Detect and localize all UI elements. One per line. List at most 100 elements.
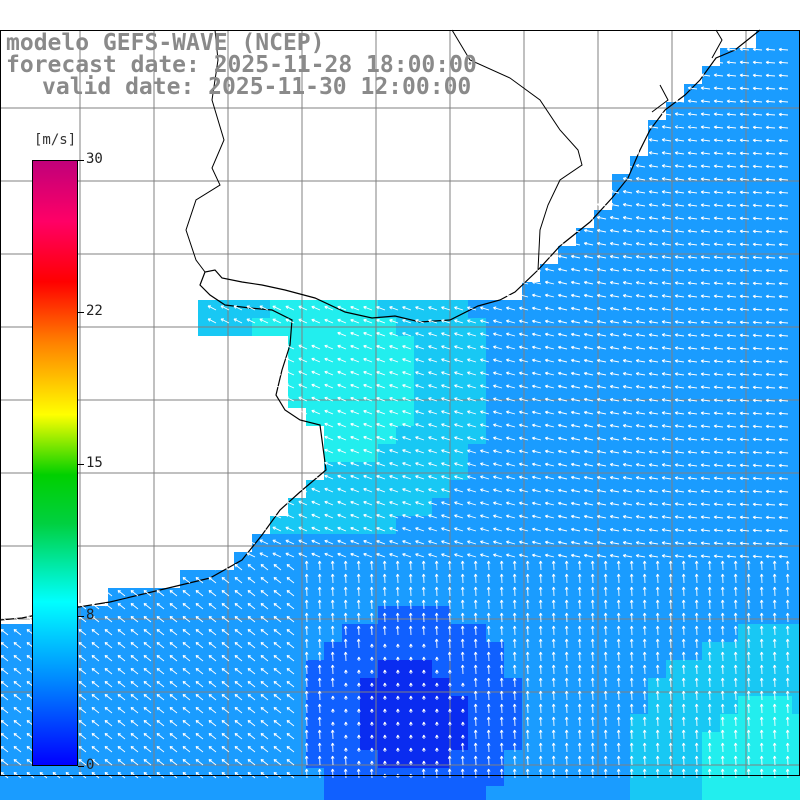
wind-arrow bbox=[531, 436, 542, 441]
field-cell bbox=[432, 642, 450, 660]
field-cell bbox=[666, 462, 684, 480]
wind-arrow bbox=[499, 625, 504, 636]
wind-arrow bbox=[396, 682, 400, 688]
field-cell bbox=[756, 462, 774, 480]
wind-arrow bbox=[583, 358, 594, 363]
wind-arrow bbox=[376, 461, 386, 467]
field-cell bbox=[180, 624, 198, 642]
field-cell bbox=[198, 642, 216, 660]
wind-arrow bbox=[208, 589, 217, 597]
wind-arrow bbox=[286, 654, 295, 662]
field-cell bbox=[342, 300, 360, 318]
wind-arrow bbox=[104, 745, 113, 753]
wind-arrow bbox=[648, 203, 659, 207]
wind-arrow bbox=[428, 449, 438, 454]
wind-arrow bbox=[733, 755, 738, 766]
wind-arrow bbox=[337, 422, 347, 428]
wind-arrow bbox=[752, 138, 763, 143]
wind-arrow bbox=[713, 307, 724, 312]
wind-arrow bbox=[570, 332, 581, 337]
field-cell bbox=[432, 678, 450, 696]
wind-arrow bbox=[454, 332, 464, 337]
field-cell bbox=[612, 246, 630, 264]
wind-arrow bbox=[195, 745, 204, 753]
wind-arrow bbox=[583, 527, 594, 532]
field-cell bbox=[792, 444, 800, 462]
wind-arrow bbox=[156, 732, 165, 740]
wind-arrow bbox=[273, 693, 282, 701]
wind-arrow bbox=[661, 151, 672, 155]
wind-arrow bbox=[739, 398, 750, 403]
field-cell bbox=[702, 210, 720, 228]
field-cell bbox=[252, 552, 270, 570]
field-cell bbox=[468, 624, 486, 642]
wind-arrow bbox=[635, 437, 646, 441]
wind-arrow bbox=[674, 398, 685, 402]
wind-arrow bbox=[156, 667, 165, 675]
wind-arrow bbox=[298, 513, 308, 519]
wind-arrow bbox=[668, 716, 673, 727]
wind-arrow bbox=[752, 125, 763, 130]
field-cell bbox=[756, 750, 774, 768]
wind-arrow bbox=[221, 693, 230, 701]
wind-arrow bbox=[590, 742, 595, 753]
wind-arrow bbox=[441, 501, 451, 506]
field-cell bbox=[630, 462, 648, 480]
field-cell bbox=[792, 408, 800, 426]
field-cell bbox=[666, 696, 684, 714]
wind-arrow bbox=[603, 716, 608, 727]
field-cell bbox=[450, 372, 468, 390]
field-cell bbox=[234, 768, 252, 786]
wind-arrow bbox=[733, 599, 738, 610]
wind-arrow bbox=[531, 384, 542, 389]
wind-arrow bbox=[396, 760, 400, 766]
wind-arrow bbox=[454, 514, 464, 519]
wind-arrow bbox=[739, 294, 750, 299]
wind-arrow bbox=[596, 423, 607, 428]
wind-arrow bbox=[182, 758, 191, 766]
field-cell bbox=[576, 570, 594, 588]
field-cell bbox=[0, 696, 18, 714]
wind-arrow bbox=[247, 719, 256, 727]
field-cell bbox=[684, 210, 702, 228]
wind-arrow bbox=[389, 384, 399, 389]
wind-arrow bbox=[156, 576, 165, 584]
field-cell bbox=[792, 426, 800, 444]
wind-arrow bbox=[285, 539, 295, 545]
wind-arrow bbox=[460, 560, 465, 571]
field-cell bbox=[702, 588, 720, 606]
wind-arrow bbox=[220, 318, 230, 324]
wind-arrow bbox=[473, 716, 478, 727]
field-cell bbox=[720, 84, 738, 102]
wind-arrow bbox=[661, 125, 672, 129]
field-cell bbox=[450, 750, 468, 768]
wind-arrow bbox=[616, 768, 621, 779]
wind-arrow bbox=[739, 385, 750, 390]
wind-arrow bbox=[681, 690, 686, 701]
field-cell bbox=[450, 642, 468, 660]
field-cell bbox=[648, 642, 666, 660]
wind-arrow bbox=[506, 371, 516, 376]
wind-arrow bbox=[765, 294, 776, 299]
field-cell bbox=[540, 426, 558, 444]
wind-arrow bbox=[408, 573, 413, 584]
wind-arrow bbox=[720, 768, 725, 779]
wind-arrow bbox=[713, 190, 724, 195]
field-cell bbox=[576, 336, 594, 354]
wind-arrow bbox=[304, 768, 309, 779]
field-cell bbox=[702, 84, 720, 102]
field-cell bbox=[396, 462, 414, 480]
field-cell bbox=[72, 786, 90, 800]
field-cell bbox=[414, 372, 432, 390]
wind-arrow bbox=[674, 138, 685, 142]
field-cell bbox=[252, 696, 270, 714]
wind-arrow bbox=[324, 435, 334, 441]
wind-arrow bbox=[687, 164, 698, 168]
wind-arrow bbox=[739, 528, 750, 533]
wind-arrow bbox=[117, 719, 126, 727]
wind-arrow bbox=[726, 125, 737, 130]
wind-arrow bbox=[467, 501, 477, 506]
wind-arrow bbox=[648, 333, 659, 337]
wind-arrow bbox=[538, 716, 543, 727]
wind-arrow bbox=[609, 397, 620, 402]
